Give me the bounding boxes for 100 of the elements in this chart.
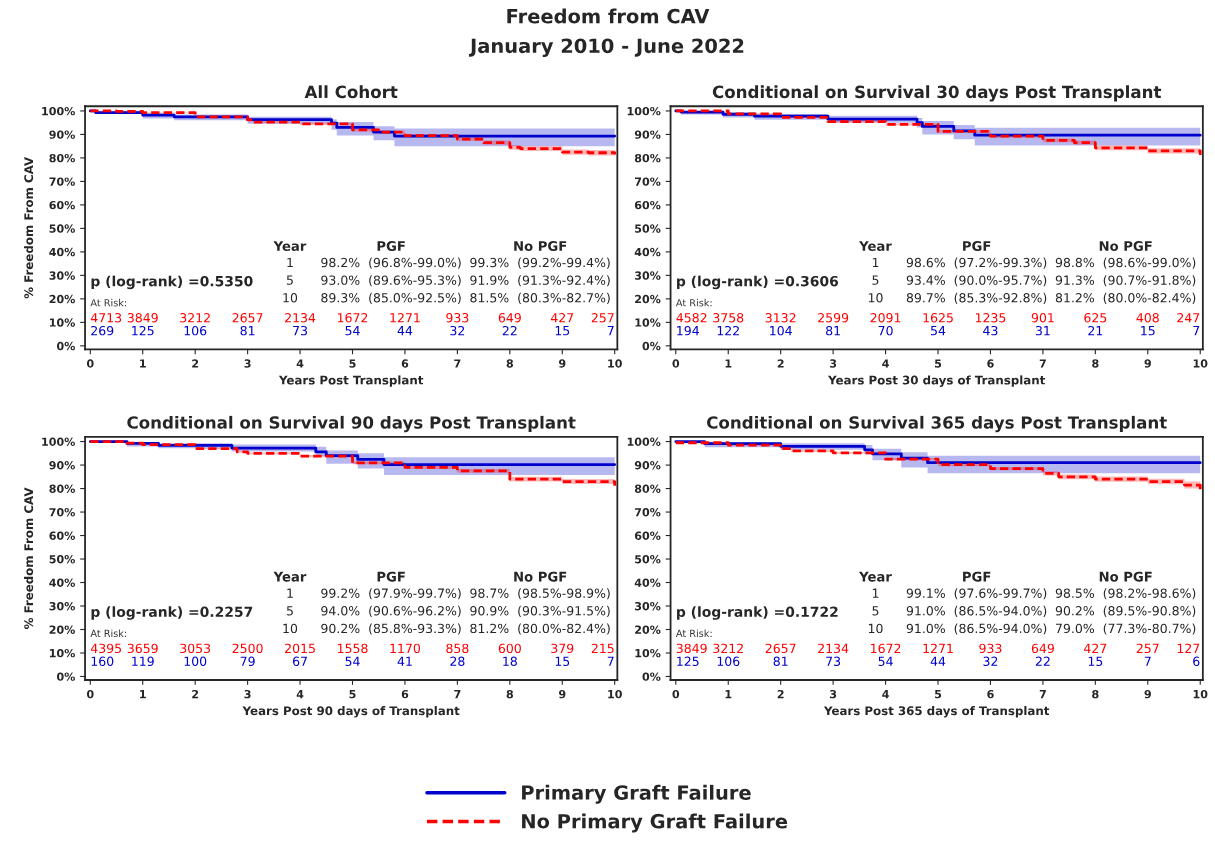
annotation: 5 — [286, 275, 293, 285]
annotation: 1 — [872, 257, 879, 268]
annotation: 31 — [1035, 325, 1050, 336]
annotation: 3132 — [765, 313, 796, 323]
y-axis-title: % Freedom From CAV — [24, 156, 34, 299]
annotation: At Risk: — [675, 629, 712, 638]
annotation: 3212 — [180, 313, 210, 323]
annotation: 98.6% (97.2%-99.3%) — [906, 257, 1047, 269]
annotation: 2134 — [818, 643, 849, 654]
annotation: 933 — [446, 313, 469, 323]
annotation: 98.7% (98.5%-98.9%) — [470, 588, 610, 600]
y-tick-label: 10% — [49, 318, 75, 327]
annotation: At Risk: — [90, 629, 127, 638]
annotation: 2500 — [232, 643, 263, 654]
annotation: 7 — [1144, 656, 1151, 666]
annotation: 32 — [450, 325, 465, 336]
annotation: 600 — [498, 643, 521, 654]
legend-label: No Primary Graft Failure — [522, 813, 788, 833]
annotation: 91.3% (90.7%-91.8%) — [1055, 275, 1196, 287]
y-tick-label: 100% — [627, 106, 661, 116]
annotation: 7 — [607, 326, 614, 336]
annotation: 2134 — [285, 313, 316, 323]
annotation: 122 — [717, 325, 739, 336]
y-tick-label: 80% — [49, 484, 75, 493]
y-tick-label: 0% — [642, 672, 661, 681]
y-tick-label: 80% — [634, 153, 661, 163]
y-tick-label: 70% — [634, 508, 661, 517]
annotation: 91.0% (86.5%-94.0%) — [906, 605, 1047, 617]
x-tick-label: 5 — [935, 359, 942, 368]
annotation: 98.5% (98.2%-98.6%) — [1055, 588, 1196, 600]
annotation: 106 — [184, 325, 207, 336]
annotation: 54 — [931, 326, 946, 336]
annotation: 125 — [132, 325, 154, 336]
y-tick-label: 0% — [56, 672, 75, 681]
y-tick-label: 30% — [634, 271, 661, 280]
annotation: 94.0% (90.6%-96.2%) — [321, 605, 461, 617]
text: Freedom from CAV — [507, 8, 710, 24]
annotation: 1558 — [337, 643, 368, 654]
y-tick-label: 50% — [49, 224, 75, 233]
y-tick-label: 100% — [42, 437, 75, 446]
annotation: 257 — [591, 313, 614, 323]
annotation: 99.3% (99.2%-99.4%) — [470, 257, 610, 269]
y-tick-label: 30% — [634, 601, 661, 611]
annotation: 3659 — [127, 643, 158, 654]
annotation: 99.1% (97.6%-99.7%) — [906, 588, 1047, 600]
y-tick-label: 10% — [635, 648, 661, 658]
y-tick-label: 60% — [634, 200, 661, 210]
annotation: 194 — [677, 325, 699, 336]
annotation: 1 — [287, 257, 293, 268]
chart-title: All Cohort — [304, 85, 398, 99]
annotation: 1625 — [923, 313, 953, 323]
y-tick-label: 80% — [49, 153, 75, 163]
x-tick-label: 4 — [882, 359, 889, 368]
annotation: 3849 — [676, 643, 707, 654]
annotation: PGF — [963, 241, 991, 252]
annotation: 3212 — [713, 643, 743, 654]
y-tick-label: 90% — [634, 130, 661, 139]
annotation: 7 — [1193, 326, 1200, 336]
annotation: Year — [273, 571, 307, 582]
y-tick-label: 90% — [49, 461, 75, 470]
annotation: 427 — [550, 313, 574, 323]
annotation: 18 — [503, 656, 517, 667]
x-tick-label: 3 — [830, 359, 837, 368]
annotation: 79.0% (77.3%-80.7%) — [1056, 623, 1196, 635]
x-tick-label: 2 — [192, 689, 199, 699]
legend-label: Primary Graft Failure — [522, 784, 751, 804]
x-tick-label: 3 — [244, 359, 251, 368]
annotation: 2015 — [285, 643, 315, 654]
annotation: PGF — [377, 241, 405, 252]
annotation: 10 — [283, 293, 298, 303]
annotation: 98.2% (96.8%-99.0%) — [321, 257, 461, 269]
annotation: 2599 — [818, 313, 849, 323]
annotation: 408 — [1136, 313, 1159, 323]
annotation: 32 — [983, 656, 998, 667]
annotation: PGF — [963, 571, 991, 582]
y-tick-label: 90% — [634, 461, 661, 470]
x-tick-label: 9 — [558, 359, 566, 368]
chart-title: Conditional on Survival 30 days Post Transplant — [712, 85, 1162, 102]
annotation: 160 — [91, 656, 114, 667]
x-tick-label: 4 — [882, 690, 889, 699]
annotation: No PGF — [514, 241, 567, 252]
annotation: At Risk: — [90, 298, 127, 307]
x-tick-label: 0 — [672, 359, 680, 368]
annotation: Year — [859, 241, 892, 252]
annotation: p (log-rank) =0.5350 — [91, 275, 253, 290]
annotation: 3053 — [180, 643, 211, 654]
annotation: 5 — [286, 606, 293, 616]
y-tick-label: 40% — [49, 578, 75, 587]
y-tick-label: 70% — [49, 177, 75, 186]
annotation: 81.5% (80.3%-82.7%) — [470, 292, 610, 304]
y-tick-label: 20% — [49, 625, 75, 634]
x-tick-label: 6 — [987, 689, 994, 699]
annotation: 858 — [446, 643, 469, 654]
annotation: 2091 — [870, 313, 901, 323]
annotation: 79 — [240, 656, 255, 667]
annotation: No PGF — [1099, 571, 1152, 582]
annotation: 100 — [184, 656, 207, 667]
annotation: 269 — [91, 325, 114, 336]
y-tick-label: 0% — [56, 341, 75, 351]
y-tick-label: 70% — [49, 508, 75, 517]
